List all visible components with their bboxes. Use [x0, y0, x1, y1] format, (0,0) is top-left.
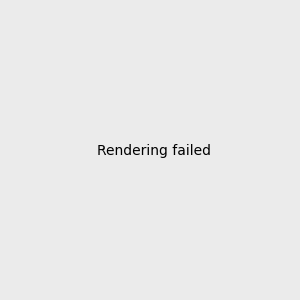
Text: Rendering failed: Rendering failed	[97, 145, 211, 158]
